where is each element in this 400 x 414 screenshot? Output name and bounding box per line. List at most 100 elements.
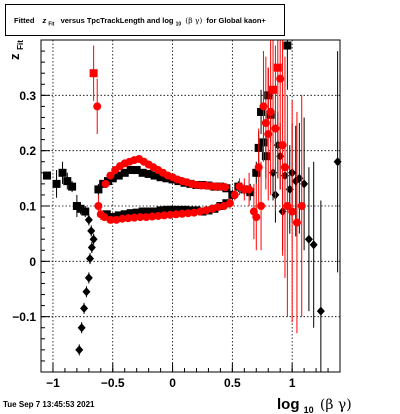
y-axis-label-sub: Fit: [16, 40, 25, 50]
data-point: [75, 345, 84, 355]
data-point: [148, 212, 157, 221]
data-point: [106, 215, 115, 224]
data-point: [89, 69, 98, 78]
series-1: [89, 40, 306, 334]
data-point: [58, 168, 67, 177]
data-point: [316, 306, 325, 316]
data-point: [89, 234, 98, 244]
data-point: [114, 171, 123, 180]
y-tick-label: 0.1: [19, 200, 36, 214]
data-point: [309, 240, 318, 250]
data-point: [100, 213, 109, 222]
data-point: [252, 168, 261, 177]
data-point: [138, 168, 147, 177]
data-point: [138, 207, 147, 216]
data-point: [214, 203, 223, 212]
title-log-sub: 10: [176, 22, 182, 28]
plot-frame: [40, 39, 341, 373]
data-point: [142, 213, 151, 222]
y-tick-label: 0.3: [19, 89, 36, 103]
data-point: [156, 173, 165, 182]
title-middle: versus TpcTrackLength and log: [61, 16, 174, 25]
data-point: [126, 209, 135, 218]
x-tick-label: 0: [169, 376, 176, 390]
data-point: [221, 183, 230, 192]
data-point: [132, 208, 141, 217]
title-z: z: [42, 16, 47, 25]
data-point: [174, 205, 183, 214]
data-point: [52, 179, 61, 188]
data-point: [172, 210, 181, 219]
data-point: [144, 169, 153, 178]
data-point: [77, 323, 86, 333]
data-point: [94, 185, 103, 194]
chart-title: Fitted z Fit versus TpcTrackLength and l…: [14, 16, 266, 28]
x-axis-label-sub: 10: [304, 405, 314, 414]
data-point: [150, 207, 159, 216]
data-point: [257, 202, 266, 210]
data-point: [252, 213, 261, 222]
date-stamp: Tue Sep 7 13:45:53 2021: [3, 400, 95, 409]
y-axis-label-main: z: [7, 53, 22, 60]
y-tick-label: −0.1: [12, 310, 36, 324]
data-point: [196, 207, 205, 216]
x-tick-label: 0.5: [224, 376, 241, 390]
data-point: [82, 287, 91, 297]
data-point: [132, 166, 141, 175]
data-point: [144, 207, 153, 216]
series-layer: [42, 40, 342, 372]
data-point: [166, 210, 175, 219]
title-box: [5, 4, 285, 36]
grid: [41, 40, 340, 372]
data-point: [283, 202, 292, 210]
data-point: [93, 102, 102, 111]
title-prefix: Fitted: [14, 16, 35, 25]
data-point: [120, 210, 129, 219]
data-point: [76, 204, 85, 213]
data-point: [269, 85, 278, 94]
data-point: [112, 215, 121, 224]
data-point: [292, 218, 301, 227]
data-point: [304, 234, 313, 244]
data-point: [190, 208, 199, 217]
data-point: [257, 107, 266, 116]
data-point: [84, 273, 93, 283]
title-z-sub: Fit: [48, 22, 54, 28]
title-suffix: for Global kaon+: [206, 16, 266, 25]
data-point: [106, 171, 115, 180]
data-point: [120, 168, 129, 177]
data-point: [86, 254, 95, 264]
data-point: [156, 206, 165, 215]
data-point: [154, 211, 163, 220]
data-point: [162, 205, 171, 214]
data-point: [288, 207, 297, 216]
data-point: [68, 182, 77, 191]
x-axis-label: log 10 (β γ): [277, 396, 352, 414]
data-point: [168, 205, 177, 214]
data-point: [114, 211, 123, 220]
data-point: [160, 211, 169, 220]
y-tick-label: 0.2: [19, 144, 36, 158]
data-point: [118, 214, 127, 223]
data-point: [178, 209, 187, 218]
data-point: [42, 171, 51, 180]
x-axis-label-rest: (β γ): [320, 397, 352, 413]
title-bg: (β γ): [185, 16, 202, 25]
data-point: [124, 214, 133, 223]
data-point: [80, 303, 89, 313]
data-point: [297, 202, 306, 210]
data-point: [126, 166, 135, 175]
data-point: [84, 215, 93, 225]
data-point: [81, 207, 90, 216]
y-tick-label: 0: [29, 255, 36, 269]
data-point: [273, 63, 282, 72]
x-tick-label: 1: [289, 376, 296, 390]
data-point: [180, 205, 189, 214]
data-point: [150, 171, 159, 180]
data-point: [87, 243, 96, 252]
data-point: [94, 202, 103, 210]
data-point: [130, 213, 139, 222]
x-tick-label: −0.5: [101, 376, 125, 390]
y-axis-label: z Fit: [7, 40, 25, 60]
